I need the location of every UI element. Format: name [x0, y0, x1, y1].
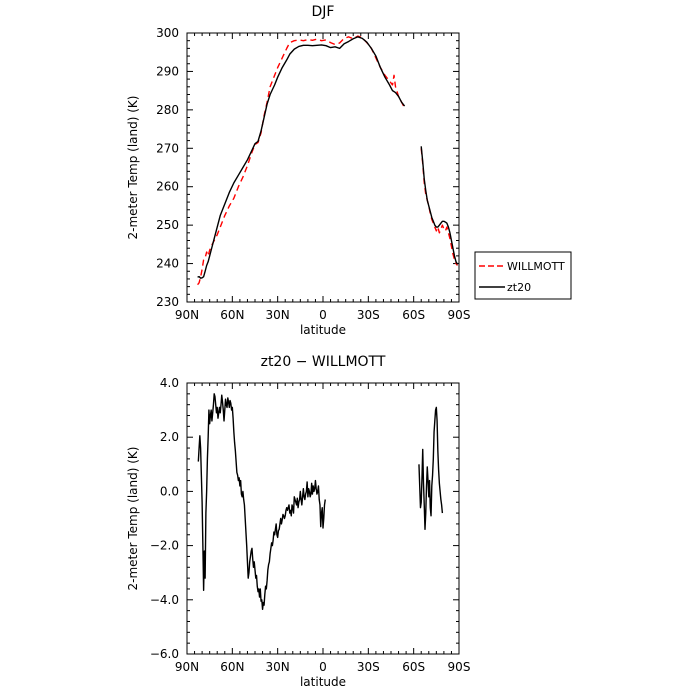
chart-title: zt20 − WILLMOTT [261, 354, 386, 370]
x-tick-label: 30S [357, 660, 380, 674]
x-tick-label: 0 [319, 308, 327, 322]
x-tick-label: 60N [220, 308, 244, 322]
x-tick-label: 30N [266, 308, 290, 322]
series-line-willmott-segment-1 [197, 35, 406, 286]
y-axis-label: 2-meter Temp (land) (K) [126, 96, 140, 240]
y-tick-label: 270 [156, 141, 179, 155]
legend-label: WILLMOTT [507, 260, 565, 273]
x-tick-label: 30S [357, 308, 380, 322]
legend-box [474, 251, 572, 300]
chart-1: 90N 60N 30N 0 30S 60S 90S 230 240 250 260 270 280 290… [126, 4, 470, 337]
y-tick-label: 250 [156, 218, 179, 232]
y-tick-label: 300 [156, 26, 179, 40]
y-tick-label: 4.0 [160, 376, 179, 390]
x-tick-label: 30N [266, 660, 290, 674]
y-tick-label: 2.0 [160, 430, 179, 444]
y-tick-label: −6.0 [150, 647, 179, 661]
y-tick-label: 290 [156, 64, 179, 78]
y-tick-label: 280 [156, 103, 179, 117]
chart-2: 90N 60N 30N 0 30S 60S 90S −6.0 −4.0 −2.0 0.0 2.0 4.0… [126, 354, 470, 689]
y-tick-label: 230 [156, 295, 179, 309]
x-tick-label: 60S [402, 308, 425, 322]
series-line-difference-segment-2 [418, 406, 444, 531]
x-tick-label: 90N [175, 660, 199, 674]
series-line-zt20-segment-1 [197, 36, 406, 279]
x-axis-label: latitude [300, 675, 346, 689]
x-tick-label: 60N [220, 660, 244, 674]
x-tick-label: 60S [402, 660, 425, 674]
x-tick-label: 90S [448, 308, 471, 322]
y-tick-label: −2.0 [150, 539, 179, 553]
y-tick-label: 0.0 [160, 484, 179, 498]
legend: WILLMOTT zt20 [474, 251, 572, 300]
series-line-willmott-segment-2 [420, 148, 459, 266]
y-axis-label: 2-meter Temp (land) (K) [126, 447, 140, 591]
x-tick-label: 0 [319, 660, 327, 674]
series-line-difference-segment-1 [197, 393, 326, 610]
y-tick-label: 260 [156, 180, 179, 194]
series-line-zt20-segment-2 [420, 146, 459, 265]
x-axis-label: latitude [300, 323, 346, 337]
y-tick-label: 240 [156, 257, 179, 271]
y-tick-label: −4.0 [150, 593, 179, 607]
chart-title: DJF [312, 4, 335, 20]
plot-frame [186, 32, 460, 303]
legend-label: zt20 [507, 281, 531, 294]
x-tick-label: 90S [448, 660, 471, 674]
x-tick-label: 90N [175, 308, 199, 322]
